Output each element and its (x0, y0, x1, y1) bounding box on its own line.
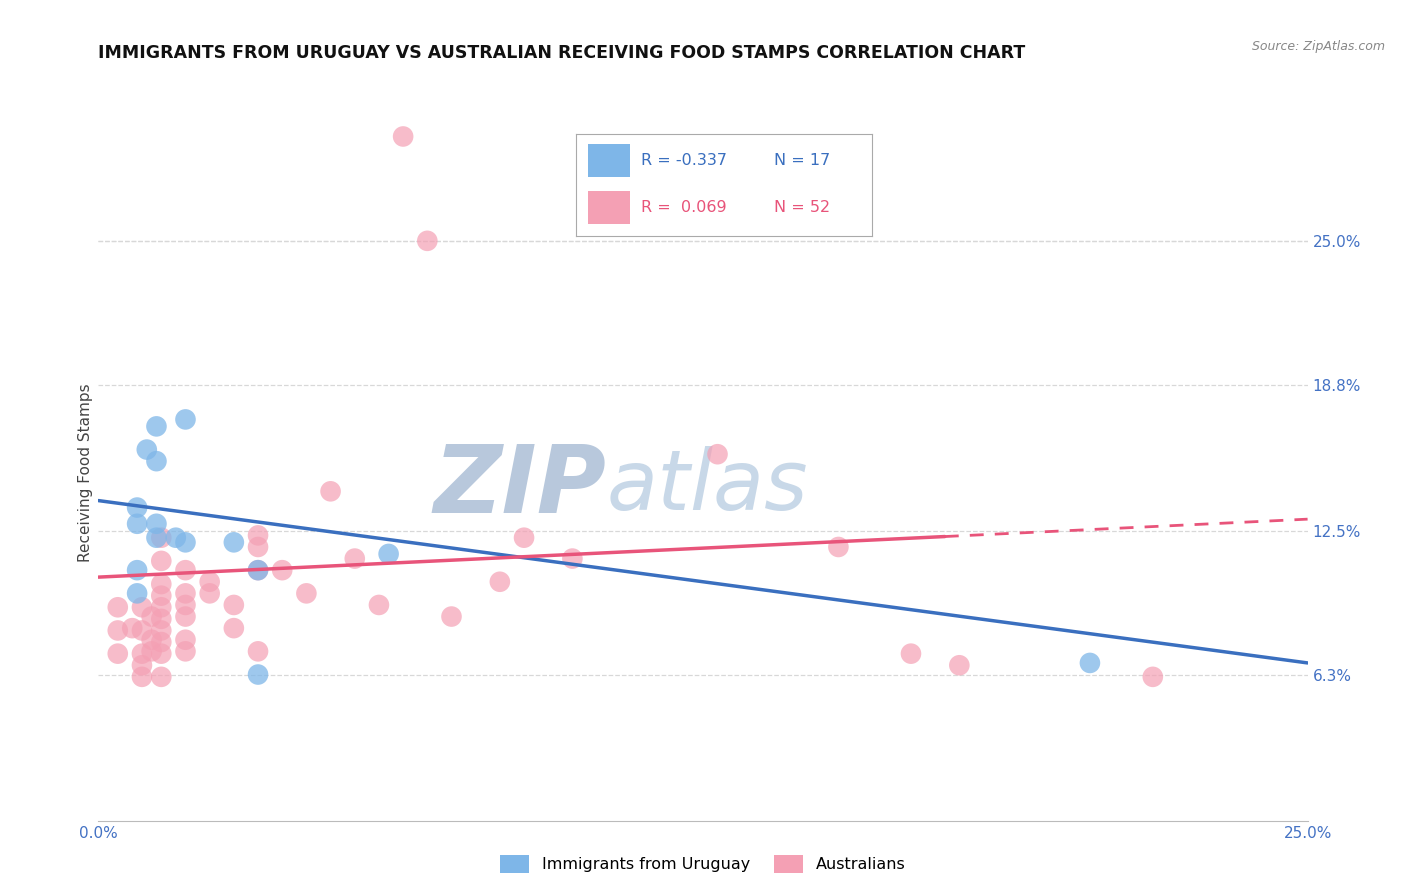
Point (121, 621, 143, 635)
Point (247, 540, 270, 554)
Point (150, 670, 173, 684)
Point (1078, 656, 1101, 670)
Point (141, 632, 163, 647)
Point (174, 598, 197, 612)
Point (150, 635, 173, 649)
Bar (588, 144, 630, 177)
Point (247, 667, 270, 681)
Point (127, 563, 149, 577)
Point (131, 658, 153, 673)
Point (271, 563, 294, 577)
Text: R = -0.337: R = -0.337 (641, 153, 727, 168)
Point (174, 609, 197, 624)
Point (150, 531, 173, 545)
Point (392, 129, 415, 144)
Text: IMMIGRANTS FROM URUGUAY VS AUSTRALIAN RECEIVING FOOD STAMPS CORRELATION CHART: IMMIGRANTS FROM URUGUAY VS AUSTRALIAN RE… (98, 45, 1025, 62)
Text: ZIP: ZIP (433, 441, 606, 533)
Point (135, 442, 157, 457)
Point (948, 658, 970, 673)
Point (561, 551, 583, 566)
Point (150, 647, 173, 661)
Point (900, 647, 922, 661)
Point (247, 528, 270, 542)
Point (222, 621, 245, 635)
Point (174, 644, 197, 658)
Point (150, 624, 173, 638)
Point (150, 577, 173, 591)
Point (174, 412, 197, 426)
Point (131, 600, 153, 615)
Point (368, 598, 391, 612)
Y-axis label: Receiving Food Stamps: Receiving Food Stamps (77, 384, 93, 562)
Text: R =  0.069: R = 0.069 (641, 200, 727, 215)
Point (127, 586, 149, 600)
Point (174, 563, 197, 577)
Point (145, 454, 167, 468)
Point (150, 600, 173, 615)
Point (107, 600, 129, 615)
Point (377, 547, 399, 561)
Point (174, 586, 197, 600)
Point (706, 447, 728, 461)
Point (150, 554, 173, 568)
Text: Source: ZipAtlas.com: Source: ZipAtlas.com (1251, 40, 1385, 54)
Point (131, 670, 153, 684)
Point (165, 531, 187, 545)
Point (141, 609, 163, 624)
Point (319, 484, 342, 499)
Point (198, 574, 221, 589)
Point (127, 516, 149, 531)
Point (198, 586, 221, 600)
Point (174, 632, 197, 647)
Point (145, 419, 167, 434)
Point (489, 574, 512, 589)
Point (107, 624, 129, 638)
Bar (588, 191, 630, 224)
Point (222, 598, 245, 612)
Point (127, 500, 149, 515)
Text: N = 17: N = 17 (775, 153, 831, 168)
Point (827, 540, 849, 554)
Point (416, 234, 439, 248)
Point (174, 535, 197, 549)
Point (150, 612, 173, 626)
Point (222, 535, 245, 549)
Text: atlas: atlas (606, 446, 808, 527)
Point (440, 609, 463, 624)
Point (343, 551, 366, 566)
Point (141, 644, 163, 658)
Point (145, 516, 167, 531)
Point (513, 531, 536, 545)
Point (145, 531, 167, 545)
Point (150, 589, 173, 603)
Point (131, 647, 153, 661)
Legend: Immigrants from Uruguay, Australians: Immigrants from Uruguay, Australians (494, 848, 912, 880)
Point (131, 624, 153, 638)
Point (107, 647, 129, 661)
Point (247, 644, 270, 658)
Point (247, 563, 270, 577)
Text: N = 52: N = 52 (775, 200, 831, 215)
Point (295, 586, 318, 600)
Point (247, 563, 270, 577)
Point (1142, 670, 1164, 684)
